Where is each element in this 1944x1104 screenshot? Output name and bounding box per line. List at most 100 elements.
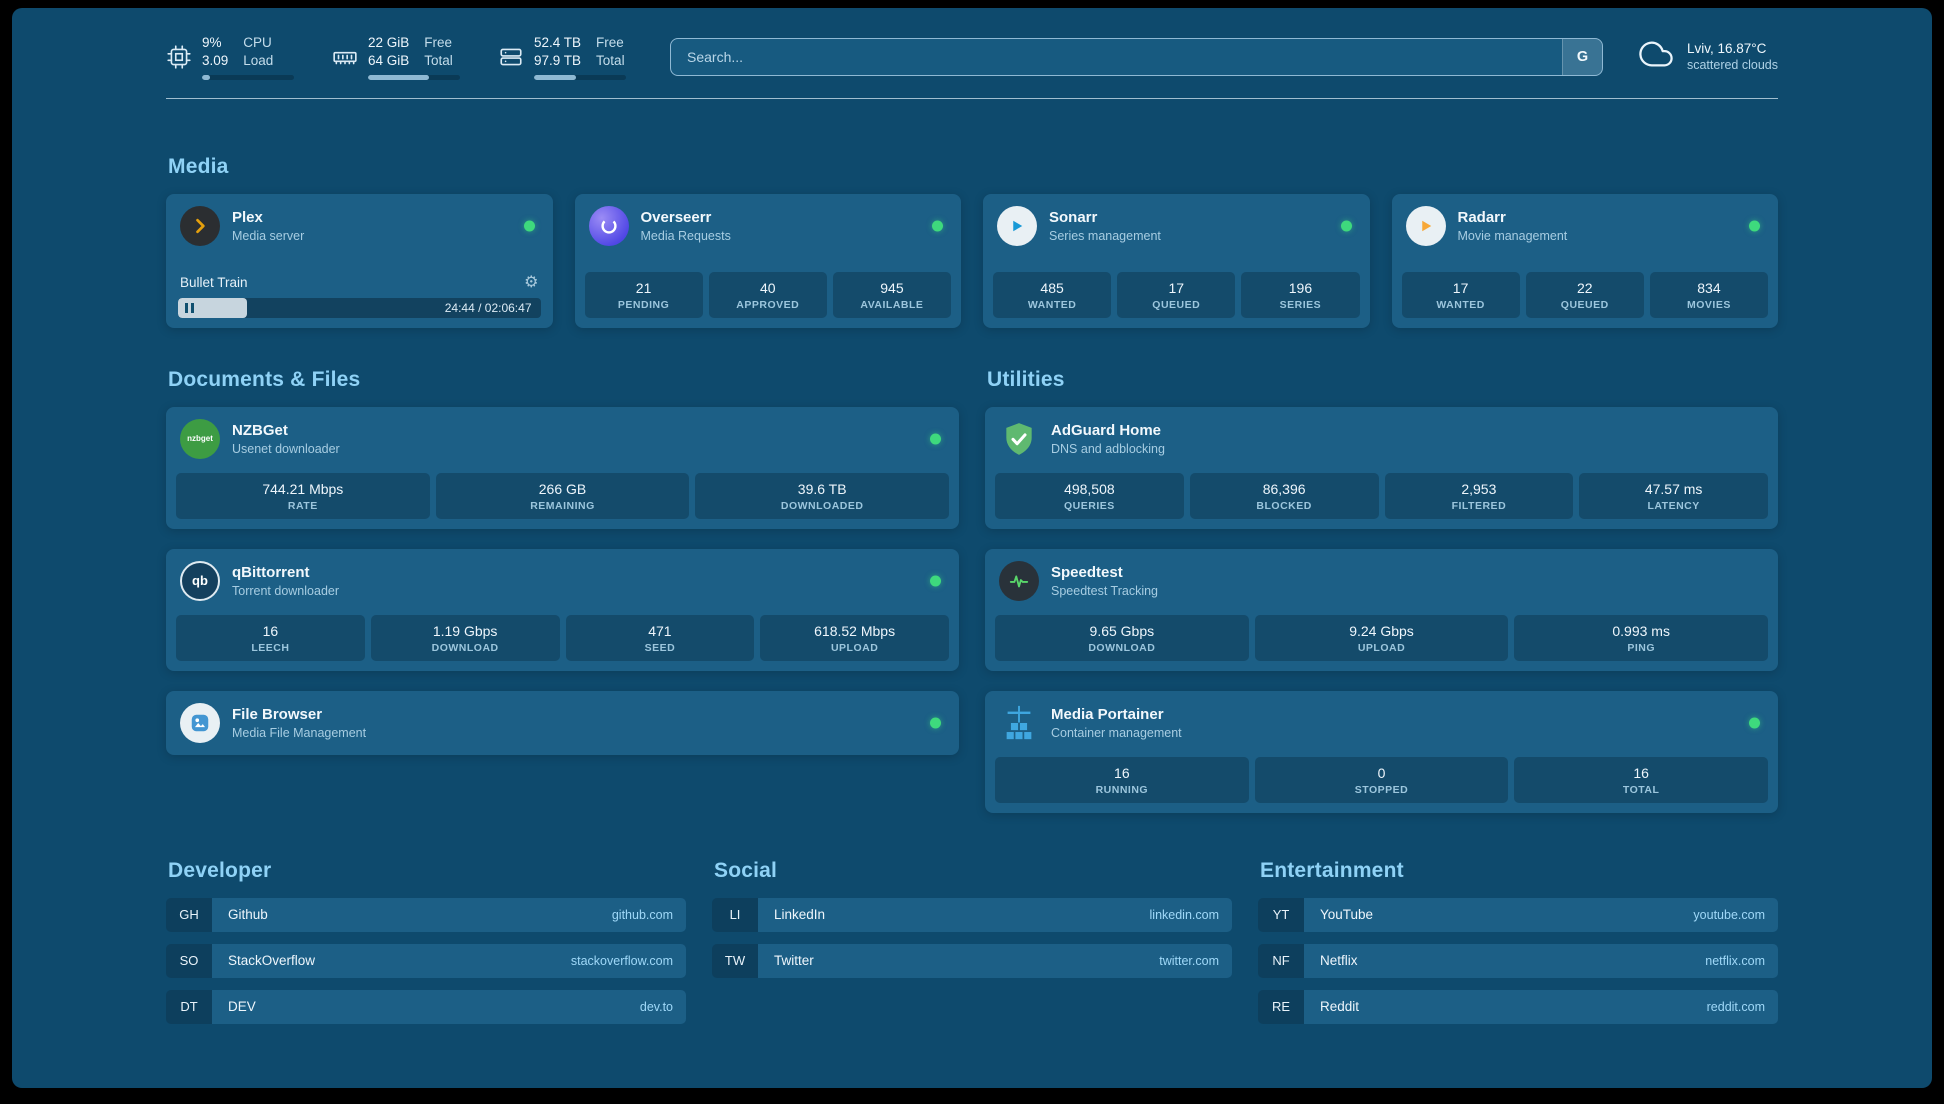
section-media: Media Plex Media server	[166, 155, 1778, 328]
pause-icon[interactable]	[185, 302, 194, 313]
service-link-qbittorrent[interactable]: qb qBittorrent Torrent downloader	[176, 559, 949, 603]
stat-value: 17	[1168, 279, 1185, 296]
service-stats: 744.21 Mbps RATE 266 GB REMAINING 39.6 T…	[176, 461, 950, 519]
bookmark-netflix[interactable]: NF Netflix netflix.com	[1258, 943, 1778, 978]
bookmark-linkedin[interactable]: LI LinkedIn linkedin.com	[712, 897, 1232, 932]
memory-icon	[332, 44, 358, 70]
stat-label: DOWNLOAD	[431, 641, 499, 654]
cpu-widget: 9% 3.09 CPU Load	[166, 34, 294, 80]
service-card-portainer: Media Portainer Container management 16 …	[985, 690, 1778, 813]
stat-value: 40	[759, 279, 776, 296]
bookmark-abbr: TW	[712, 943, 758, 978]
bookmarks-section: Developer GH Github github.com SO StackO…	[166, 859, 1778, 1066]
weather-condition: scattered clouds	[1686, 58, 1778, 73]
stat-value: 47.57 ms	[1644, 480, 1703, 497]
stat-label: PENDING	[617, 298, 670, 311]
stat-tile: 1.19 Gbps DOWNLOAD	[370, 614, 560, 661]
documents-card-stack: nzbget NZBGet Usenet downloader 744.21 M…	[166, 406, 959, 755]
stat-value: 618.52 Mbps	[814, 622, 896, 639]
search-provider-button[interactable]: G	[1561, 38, 1602, 75]
stat-label: QUEUED	[1560, 298, 1609, 311]
search-bar: G	[670, 37, 1603, 76]
stat-label: LEECH	[251, 641, 290, 654]
service-link-sonarr[interactable]: Sonarr Series management	[993, 204, 1360, 248]
stat-value: 16	[262, 622, 279, 639]
service-stats: 16 RUNNING 0 STOPPED 16 TOTAL	[995, 745, 1769, 803]
service-subtitle: Torrent downloader	[232, 583, 340, 598]
search-input[interactable]	[670, 37, 1603, 76]
stat-value: 2,953	[1461, 480, 1497, 497]
bookmark-stackoverflow[interactable]: SO StackOverflow stackoverflow.com	[166, 943, 686, 978]
stat-label: SEED	[644, 641, 676, 654]
playback-progress-fill	[178, 297, 247, 318]
qbittorrent-icon-text: qb	[192, 573, 208, 589]
service-link-overseerr[interactable]: Overseerr Media Requests	[585, 204, 952, 248]
status-dot	[930, 575, 941, 587]
bookmark-reddit[interactable]: RE Reddit reddit.com	[1258, 989, 1778, 1024]
service-link-portainer[interactable]: Media Portainer Container management	[995, 701, 1768, 745]
stat-value: 196	[1288, 279, 1313, 296]
memory-total-label: Total	[424, 52, 453, 68]
service-link-adguard[interactable]: AdGuard Home DNS and adblocking	[995, 417, 1768, 461]
disk-icon	[498, 44, 524, 70]
stat-label: MOVIES	[1687, 298, 1731, 311]
service-subtitle: Media File Management	[232, 725, 367, 740]
service-link-speedtest[interactable]: Speedtest Speedtest Tracking	[995, 559, 1768, 603]
now-playing-title: Bullet Train	[180, 275, 248, 291]
filebrowser-icon	[180, 702, 220, 743]
bookmark-url: youtube.com	[1693, 907, 1765, 922]
stat-value: 1.19 Gbps	[432, 622, 498, 639]
disk-free-label: Free	[596, 35, 624, 50]
stat-tile: 834 MOVIES	[1649, 271, 1769, 318]
disk-free-value: 52.4 TB	[534, 35, 582, 50]
service-link-filebrowser[interactable]: File Browser Media File Management	[176, 701, 949, 745]
utilities-card-stack: AdGuard Home DNS and adblocking 498,508 …	[985, 406, 1778, 813]
section-documents: Documents & Files nzbget NZBGet Usenet d…	[166, 368, 959, 813]
settings-gear-icon[interactable]: ⚙	[524, 273, 539, 291]
bookmark-url: reddit.com	[1706, 999, 1765, 1014]
adguard-icon	[999, 419, 1039, 459]
plex-icon	[180, 205, 220, 246]
bookmark-abbr: LI	[712, 897, 758, 932]
stat-tile: 945 AVAILABLE	[832, 271, 952, 318]
cpu-icon	[166, 44, 192, 70]
bookmark-twitter[interactable]: TW Twitter twitter.com	[712, 943, 1232, 978]
stat-tile: 39.6 TB DOWNLOADED	[695, 472, 950, 519]
section-title-entertainment: Entertainment	[1260, 858, 1404, 882]
service-link-plex[interactable]: Plex Media server	[176, 204, 543, 248]
bookmark-youtube[interactable]: YT YouTube youtube.com	[1258, 897, 1778, 932]
bookmark-dev[interactable]: DT DEV dev.to	[166, 989, 686, 1024]
stat-label: BLOCKED	[1256, 499, 1312, 512]
cpu-progress-fill	[202, 74, 211, 80]
service-stats: 9.65 Gbps DOWNLOAD 9.24 Gbps UPLOAD 0.99…	[995, 603, 1769, 661]
service-link-radarr[interactable]: Radarr Movie management	[1402, 204, 1769, 248]
weather-location-temp: Lviv, 16.87°C	[1686, 41, 1767, 57]
stat-label: SERIES	[1279, 298, 1322, 311]
status-dot	[1749, 717, 1760, 729]
status-dot	[930, 433, 941, 445]
cpu-load-value: 3.09	[202, 52, 229, 68]
stat-label: LATENCY	[1647, 499, 1700, 512]
bookmark-name: Netflix	[1320, 953, 1358, 969]
service-stats: 16 LEECH 1.19 Gbps DOWNLOAD 471 SEED	[176, 603, 949, 661]
bookmark-github[interactable]: GH Github github.com	[166, 897, 686, 932]
stat-tile: 0 STOPPED	[1254, 756, 1509, 803]
service-title: Radarr	[1457, 208, 1506, 226]
service-title: File Browser	[232, 705, 323, 723]
memory-total-value: 64 GiB	[368, 52, 410, 68]
stat-tile: 40 APPROVED	[708, 271, 827, 318]
service-card-plex: Plex Media server Bullet Train ⚙	[166, 193, 553, 328]
service-link-nzbget[interactable]: nzbget NZBGet Usenet downloader	[176, 417, 949, 461]
stat-label: AVAILABLE	[860, 298, 924, 311]
disk-widget: 52.4 TB 97.9 TB Free Total	[498, 34, 626, 80]
bookmark-group-social: Social LI LinkedIn linkedin.com TW Twitt…	[712, 859, 1232, 1036]
nzbget-icon: nzbget	[180, 418, 220, 459]
stat-value: 16	[1114, 764, 1130, 781]
stat-value: 0	[1377, 764, 1386, 781]
bookmark-abbr: DT	[166, 989, 212, 1024]
bookmark-abbr: GH	[166, 897, 212, 932]
stat-tile: 485 WANTED	[993, 271, 1112, 318]
stat-tile: 471 SEED	[565, 614, 755, 661]
service-subtitle: Speedtest Tracking	[1051, 583, 1159, 598]
stat-label: QUERIES	[1063, 499, 1115, 512]
